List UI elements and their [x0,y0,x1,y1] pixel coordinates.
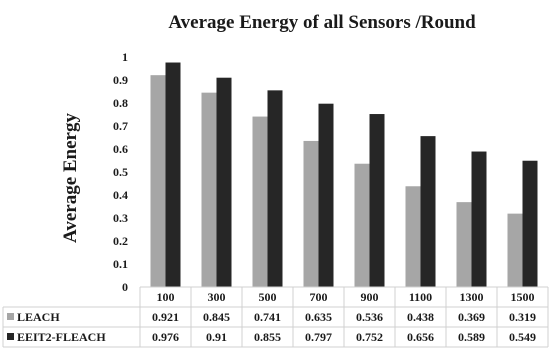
bar-eeit2-fleach-300 [216,77,232,287]
bar-leach-1500 [507,213,523,287]
bar-leach-100 [150,75,166,287]
data-table-cell: 0.91 [206,330,227,344]
y-tick-label: 1 [122,50,128,64]
bar-leach-1300 [456,202,472,287]
data-table-cell: 0.536 [356,310,383,324]
data-table: 100 300 500 700 900 1100 1300 1500 LEACH 0.921 0.8… [2,286,549,348]
y-tick-label: 0.8 [113,96,128,110]
data-table-cell: 0.845 [203,310,230,324]
bar-eeit2-fleach-900 [369,114,385,287]
bar-eeit2-fleach-1500 [522,160,538,287]
y-tick-label: 0.7 [113,119,128,133]
data-table-cell: 0.438 [407,310,434,324]
bar-eeit2-fleach-700 [318,103,334,287]
y-tick-label: 0.2 [113,234,128,248]
chart-title: Average Energy of all Sensors /Round [168,12,476,33]
x-tick-label: 700 [310,290,328,304]
data-table-cell: 0.635 [305,310,332,324]
bar-leach-1100 [405,186,421,287]
bar-eeit2-fleach-500 [267,90,283,287]
legend-label: LEACH [17,310,60,324]
x-tick-label: 500 [259,290,277,304]
y-tick-label: 0.6 [113,142,128,156]
x-tick-label: 1300 [460,290,484,304]
data-table-cell: 0.855 [254,330,281,344]
y-tick-label: 0.9 [113,73,128,87]
bar-eeit2-fleach-100 [165,62,181,287]
x-tick-label: 900 [361,290,379,304]
x-tick-label: 1100 [409,290,432,304]
bar-leach-900 [354,163,370,287]
y-tick-label: 0 [122,280,128,294]
legend-label: EEIT2-FLEACH [17,330,106,344]
data-table-cell: 0.797 [305,330,332,344]
y-axis-label: Average Energy [60,113,81,243]
legend-swatch-eeit2-fleach [7,333,14,340]
x-tick-label: 1500 [511,290,535,304]
bar-leach-300 [201,92,217,288]
data-table-cell: 0.976 [152,330,179,344]
x-tick-label: 100 [157,290,175,304]
x-tick-label: 300 [208,290,226,304]
data-table-cell: 0.319 [509,310,536,324]
y-tick-label: 0.3 [113,211,128,225]
data-table-cell: 0.549 [509,330,536,344]
data-table-cell: 0.752 [356,330,383,344]
data-table-cell: 0.921 [152,310,179,324]
bar-eeit2-fleach-1300 [471,151,487,287]
y-tick-label: 0.4 [113,188,128,202]
plot-area: 0 0.1 0.2 0.3 0.4 0.5 0.6 0.7 0.8 0.9 1 [113,50,548,294]
bar-eeit2-fleach-1100 [420,136,436,287]
data-table-cell: 0.656 [407,330,434,344]
data-table-cell: 0.741 [254,310,281,324]
bar-leach-700 [303,140,319,287]
legend-swatch-leach [7,313,14,320]
y-tick-label: 0.1 [113,257,128,271]
bar-leach-500 [252,116,268,287]
data-table-cell: 0.589 [458,330,485,344]
y-tick-label: 0.5 [113,165,128,179]
data-table-cell: 0.369 [458,310,485,324]
